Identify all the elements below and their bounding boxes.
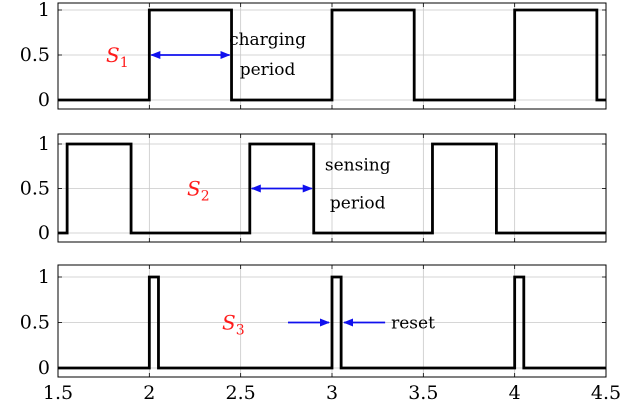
y-tick-label: 0 (38, 357, 50, 379)
y-tick-label: 1 (38, 133, 50, 155)
x-tick-label: 2.5 (226, 382, 256, 404)
signal-label-s2: S2 (187, 177, 210, 205)
annotation-line2: period (240, 60, 296, 80)
signal-s3-line (58, 275, 606, 370)
y-tick-label: 0.5 (20, 312, 50, 334)
signal-label-main: S (106, 43, 120, 67)
signal-label-s1: S1 (106, 43, 129, 71)
signal-label-main: S (187, 177, 201, 201)
panel-frame (57, 2, 607, 110)
annotation-line1: sensing (325, 156, 391, 176)
panel-s3: 0 0.5 1 S3 reset (20, 264, 607, 379)
signal-s1-line (58, 8, 606, 102)
signal-s2-line (58, 142, 606, 235)
x-tick-label: 2 (143, 382, 155, 404)
panel-frame (57, 264, 607, 378)
signal-label-sub: 2 (201, 189, 210, 205)
signal-label-sub: 3 (236, 323, 245, 339)
panel-frame (57, 133, 607, 243)
signal-label-main: S (222, 311, 236, 335)
x-tick-label: 1.5 (43, 382, 73, 404)
y-tick-label: 0.5 (20, 178, 50, 200)
y-tick-label: 0.5 (20, 44, 50, 66)
x-tick-label: 3.5 (408, 382, 438, 404)
y-tick-label: 0 (38, 222, 50, 244)
signal-label-s3: S3 (222, 311, 245, 339)
y-tick-label: 0 (38, 89, 50, 111)
annotation-line1: charging (229, 30, 306, 50)
annotation-reset: reset (391, 314, 435, 334)
x-tick-label: 4.5 (591, 382, 621, 404)
x-tick-label: 4 (509, 382, 521, 404)
signal-label-sub: 1 (120, 55, 129, 71)
y-tick-label: 1 (38, 0, 50, 21)
x-tick-label: 3 (326, 382, 338, 404)
y-tick-label: 1 (38, 266, 50, 288)
annotation-line2: period (330, 194, 386, 214)
panel-s2: 0 0.5 1 S2 sensing period (20, 133, 607, 244)
